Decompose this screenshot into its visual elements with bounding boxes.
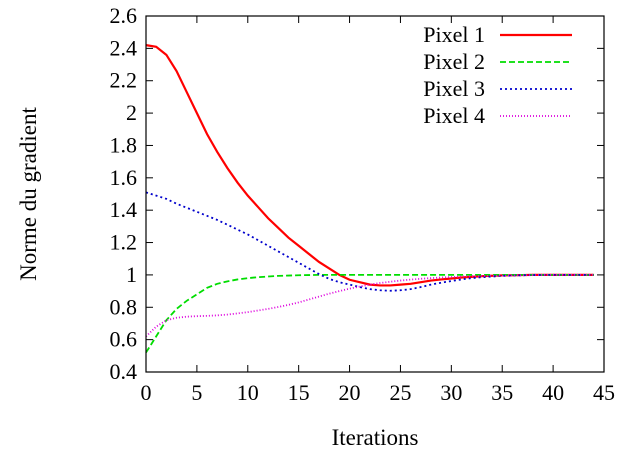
y-tick-label: 1.8 <box>110 132 138 157</box>
legend-label: Pixel 3 <box>423 76 485 101</box>
y-axis-label: Norme du gradient <box>16 107 41 281</box>
series-layer <box>145 44 594 354</box>
y-tick-label: 1.4 <box>110 197 138 222</box>
y-tick-label: 0.4 <box>110 359 138 384</box>
y-tick-label: 2.2 <box>110 68 138 93</box>
x-tick-label: 20 <box>339 380 361 405</box>
y-tick-label: 1 <box>126 262 137 287</box>
x-tick-label: 40 <box>542 380 564 405</box>
legend-label: Pixel 1 <box>423 22 485 47</box>
y-tick-label: 2 <box>126 100 137 125</box>
y-tick-label: 1.6 <box>110 165 138 190</box>
y-tick-label: 1.2 <box>110 230 138 255</box>
y-tick-label: 0.6 <box>110 327 138 352</box>
tick-layer: 0 5 10 15 20 25 30 35 40 45 0.4 0.6 0.8 1 1.2 1.4 1.6 1.8… <box>110 3 616 405</box>
y-tick-label: 0.8 <box>110 294 138 319</box>
legend-label: Pixel 2 <box>423 49 485 74</box>
x-tick-label: 25 <box>389 380 411 405</box>
y-tick-label: 2.6 <box>110 3 138 28</box>
x-tick-label: 10 <box>237 380 259 405</box>
y-tick-label: 2.4 <box>110 35 138 60</box>
x-tick-label: 5 <box>191 380 202 405</box>
x-tick-label: 45 <box>593 380 615 405</box>
series-line-1 <box>145 44 594 287</box>
series-line-3 <box>145 191 594 292</box>
x-axis-label: Iterations <box>332 425 419 450</box>
x-tick-label: 0 <box>141 380 152 405</box>
x-tick-label: 15 <box>288 380 310 405</box>
x-tick-label: 35 <box>491 380 513 405</box>
plot-frame <box>145 15 605 373</box>
legend-label: Pixel 4 <box>423 103 485 128</box>
series-line-2 <box>145 274 594 354</box>
x-tick-label: 30 <box>440 380 462 405</box>
